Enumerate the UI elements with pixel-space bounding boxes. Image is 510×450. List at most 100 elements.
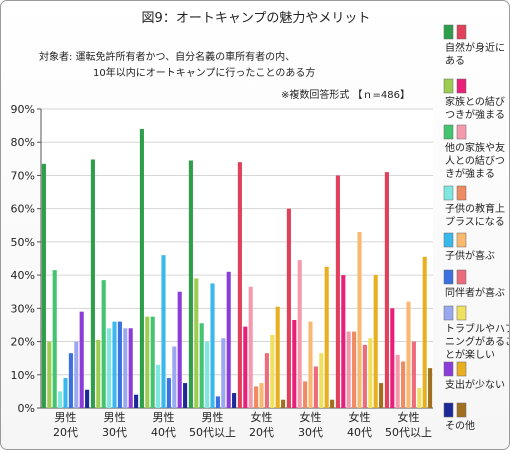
bar bbox=[194, 278, 199, 408]
legend-swatch-male bbox=[443, 185, 454, 201]
bar bbox=[330, 399, 335, 408]
subject-line-1: 運転免許所有者かつ、自分名義の車所有者の内、 bbox=[75, 52, 296, 63]
bar bbox=[259, 383, 264, 408]
bar bbox=[188, 160, 193, 408]
y-tick-label: 80% bbox=[11, 136, 35, 149]
bar bbox=[79, 311, 84, 408]
sample-note: ※複数回答形式 【ｎ=486】 bbox=[281, 90, 411, 101]
bar bbox=[264, 353, 269, 408]
legend-swatch-male bbox=[443, 78, 454, 94]
bar bbox=[63, 378, 68, 408]
legend-label: 子供の教育上 bbox=[445, 202, 505, 215]
bar bbox=[373, 275, 378, 408]
x-category-label: 40代 bbox=[347, 426, 372, 439]
legend-swatch-female bbox=[456, 361, 467, 377]
subject-line-2: 10年以内にオートキャンプに行ったことのある方 bbox=[93, 68, 316, 79]
bar bbox=[172, 346, 177, 408]
bar bbox=[221, 338, 226, 408]
legend-label: プラスになる bbox=[445, 216, 505, 228]
bar bbox=[96, 339, 101, 408]
bar bbox=[401, 361, 406, 408]
bar bbox=[286, 208, 291, 408]
subject-label: 対象者: bbox=[39, 52, 73, 63]
legend-swatch-female bbox=[456, 24, 467, 40]
legend-swatch-female bbox=[456, 269, 467, 285]
bar bbox=[248, 286, 253, 408]
legend-label: 子供が喜ぶ bbox=[445, 249, 495, 262]
legend-label: トラブルやハプ bbox=[445, 322, 510, 335]
bar bbox=[335, 175, 340, 408]
bar bbox=[52, 270, 57, 408]
y-tick-label: 20% bbox=[11, 336, 35, 349]
bar bbox=[58, 391, 63, 408]
bar bbox=[303, 381, 308, 408]
bar bbox=[128, 328, 133, 408]
y-tick-label: 0% bbox=[18, 402, 35, 415]
legend-swatch-male bbox=[443, 305, 454, 321]
bar bbox=[156, 364, 161, 408]
legend-label: 家族との結び bbox=[445, 95, 505, 108]
bar bbox=[226, 271, 231, 408]
bar bbox=[395, 354, 400, 408]
legend-label: ニングがあるこ bbox=[445, 335, 510, 348]
bar bbox=[150, 316, 155, 408]
bar bbox=[101, 280, 106, 408]
bar bbox=[341, 275, 346, 408]
bar bbox=[362, 344, 367, 408]
legend-label: 自然が身近に bbox=[445, 41, 505, 54]
x-category-label: 女性 bbox=[349, 410, 371, 424]
bar bbox=[281, 399, 286, 408]
legend-swatch-female bbox=[456, 185, 467, 201]
bar bbox=[243, 326, 248, 408]
y-tick-label: 50% bbox=[11, 236, 35, 249]
bar bbox=[379, 383, 384, 408]
x-category-label: 20代 bbox=[249, 426, 274, 439]
bar bbox=[324, 266, 329, 408]
bar bbox=[161, 255, 166, 408]
x-category-label: 50代以上 bbox=[189, 426, 236, 439]
y-tick-label: 70% bbox=[11, 169, 35, 182]
plot-area bbox=[41, 109, 433, 408]
legend-label: その他 bbox=[445, 419, 475, 432]
bar bbox=[368, 338, 373, 408]
legend-label: つきが強まる bbox=[445, 108, 505, 121]
bar bbox=[270, 334, 275, 408]
legend-label: 他の家族や友 bbox=[445, 141, 505, 154]
legend-swatch-female bbox=[456, 78, 467, 94]
bar bbox=[205, 341, 210, 408]
legend-label: とが楽しい bbox=[445, 348, 495, 361]
legend-label: ある bbox=[445, 55, 465, 67]
bar bbox=[411, 341, 416, 408]
bar bbox=[237, 162, 242, 408]
x-category-label: 男性 bbox=[153, 410, 175, 424]
bar bbox=[134, 394, 139, 408]
legend-swatch-male bbox=[443, 402, 454, 418]
bar bbox=[41, 163, 46, 408]
bar bbox=[123, 328, 128, 408]
legend-label: 同伴者が喜ぶ bbox=[445, 286, 505, 299]
x-category-label: 女性 bbox=[300, 410, 322, 424]
bar bbox=[215, 396, 220, 408]
x-category-label: 男性 bbox=[202, 410, 224, 424]
legend-swatch-female bbox=[456, 232, 467, 248]
bar bbox=[352, 331, 357, 408]
y-tick-label: 30% bbox=[11, 302, 35, 315]
bar bbox=[139, 128, 144, 408]
legend-swatch-female bbox=[456, 402, 467, 418]
legend-swatch-male bbox=[443, 361, 454, 377]
bar bbox=[275, 306, 280, 408]
x-category-label: 20代 bbox=[53, 426, 78, 439]
bar bbox=[357, 231, 362, 408]
legend-swatch-male bbox=[443, 269, 454, 285]
bar bbox=[232, 393, 237, 408]
x-category-label: 男性 bbox=[55, 410, 77, 424]
bar bbox=[68, 353, 73, 408]
x-category-label: 50代以上 bbox=[385, 426, 432, 439]
legend-swatch-male bbox=[443, 24, 454, 40]
bar bbox=[428, 368, 433, 408]
bar bbox=[292, 319, 297, 408]
y-tick-label: 60% bbox=[11, 203, 35, 216]
bar bbox=[417, 388, 422, 408]
